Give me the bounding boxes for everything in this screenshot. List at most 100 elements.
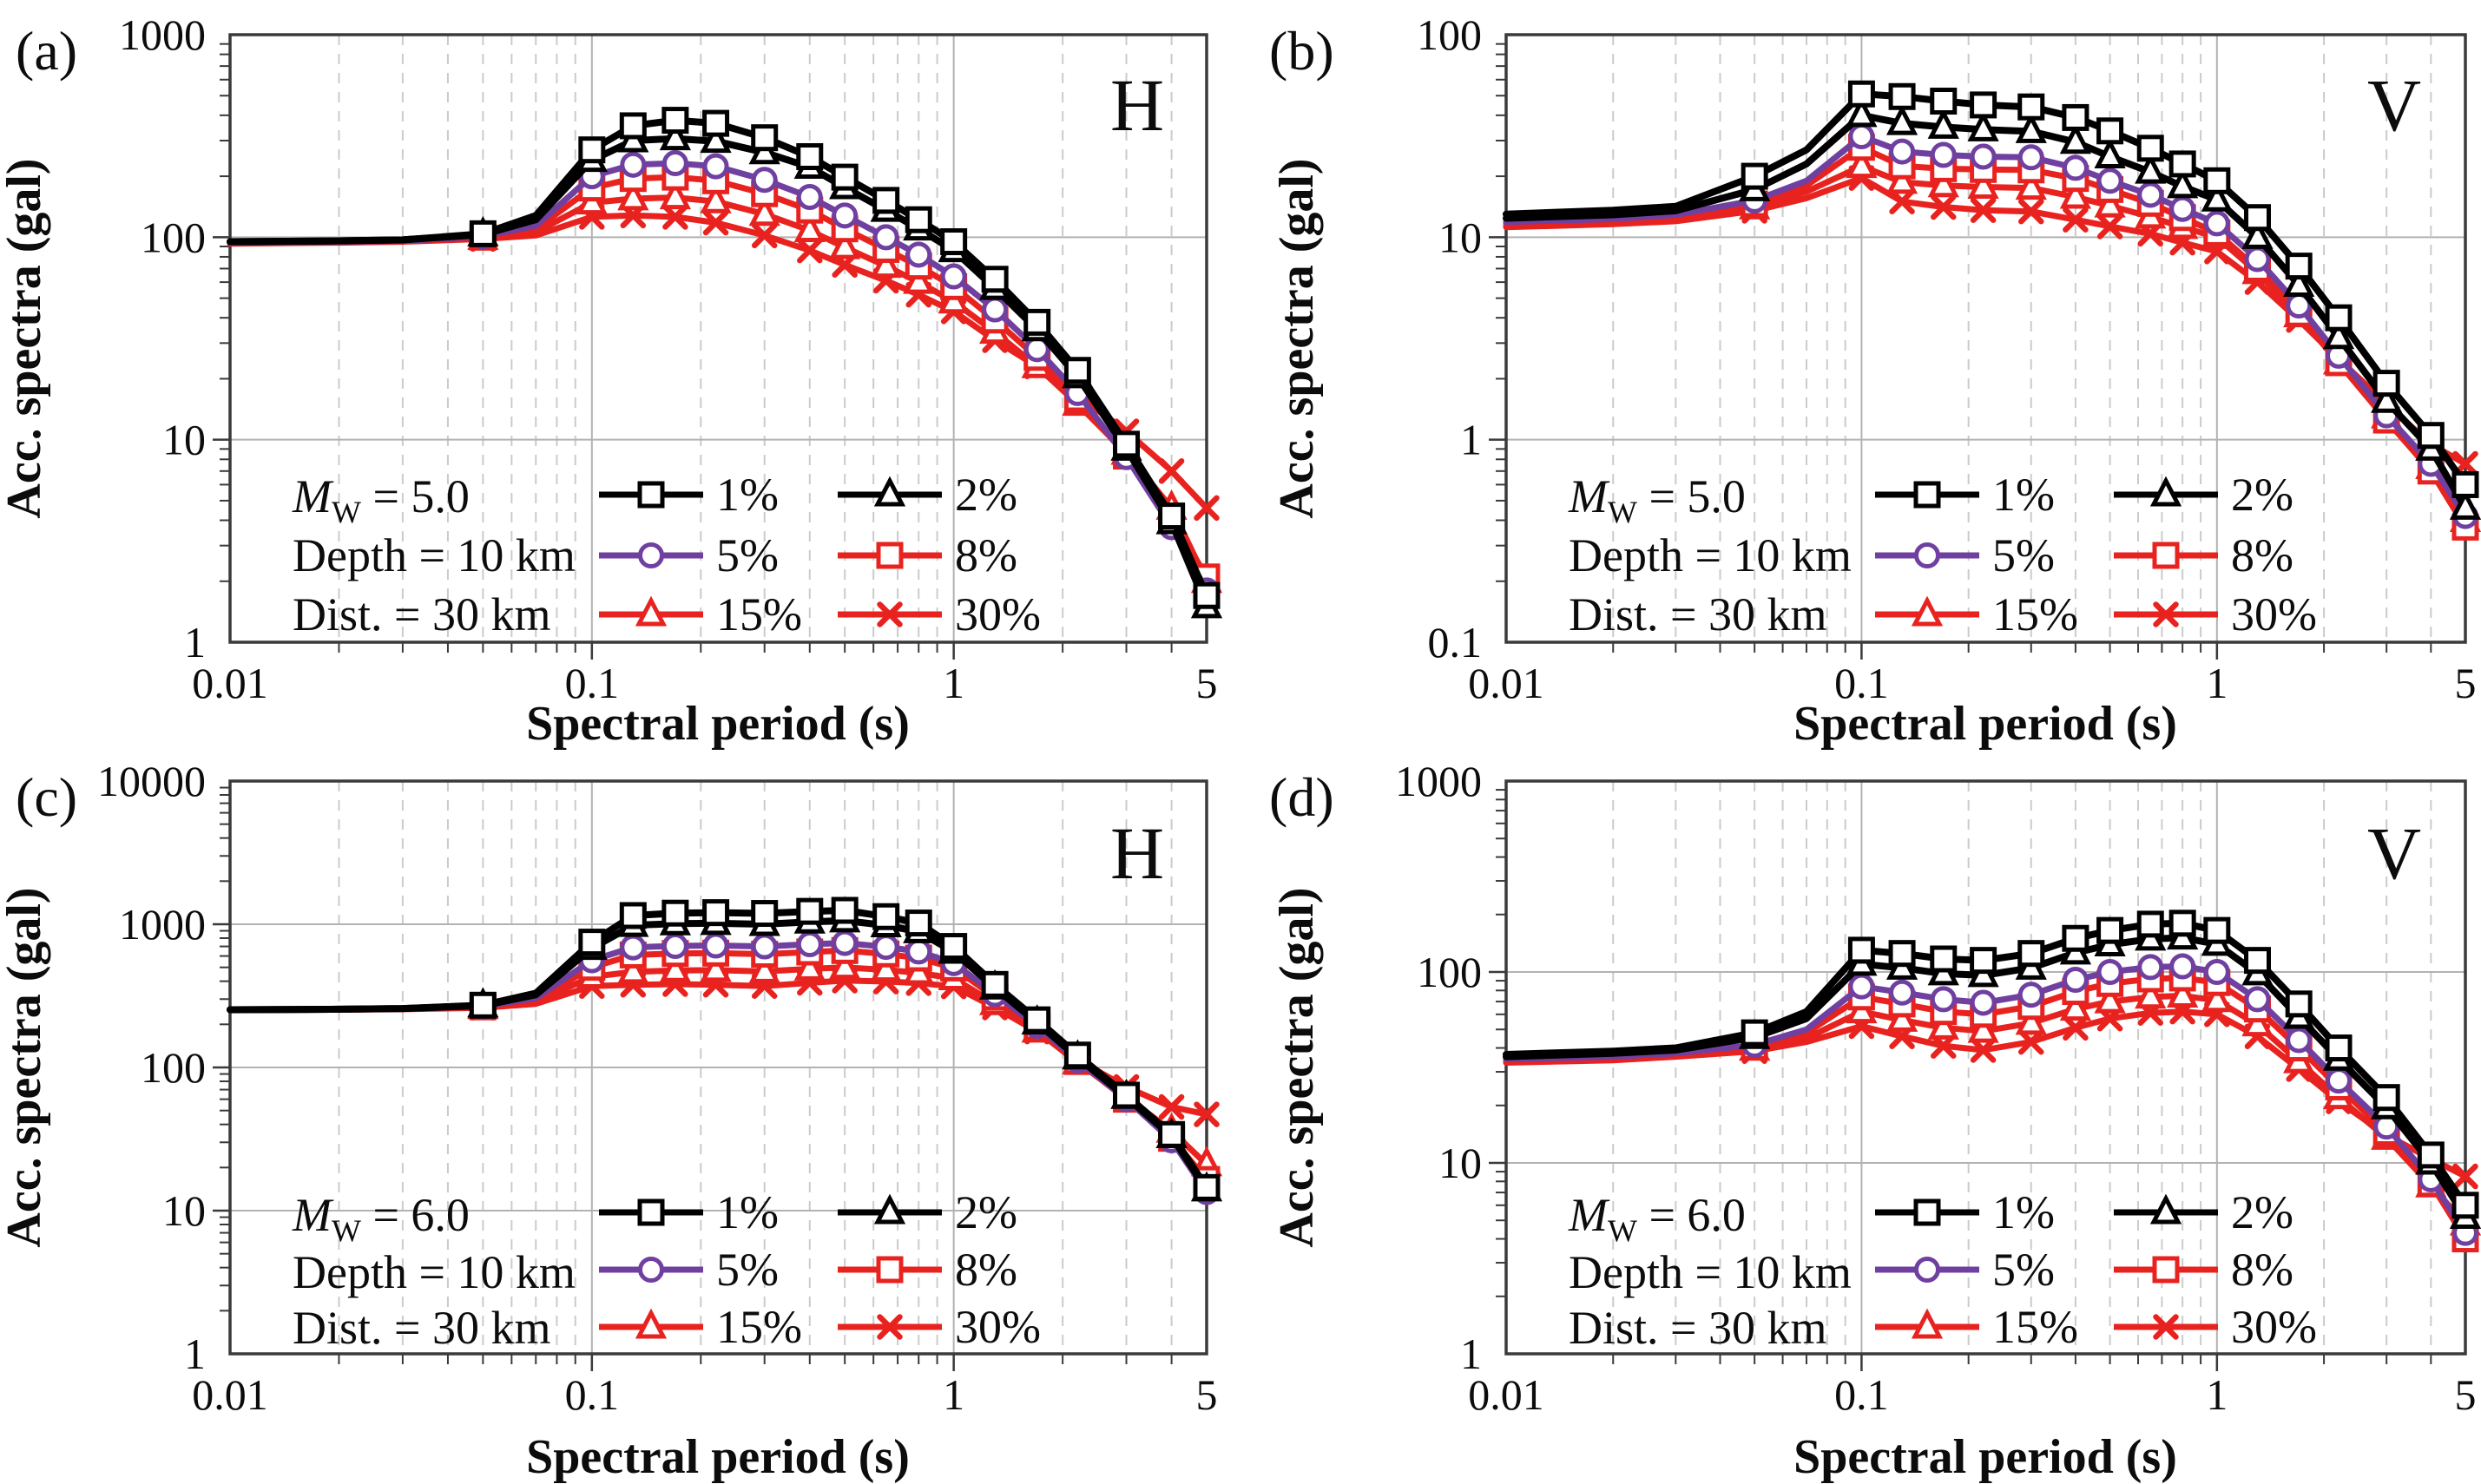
panel-b-legend-label-30pct: 30% <box>2231 588 2317 640</box>
svg-text:0.1: 0.1 <box>565 659 620 707</box>
svg-text:1: 1 <box>184 1330 206 1378</box>
panel-b-distance-label: Dist. = 30 km <box>1569 588 1826 640</box>
svg-text:0.1: 0.1 <box>565 1370 620 1419</box>
svg-text:0.01: 0.01 <box>192 1370 268 1419</box>
panel-d-direction-label: V <box>2367 811 2421 895</box>
panel-d-y-axis-title: Acc. spectra (gal) <box>1270 887 1324 1247</box>
svg-text:10: 10 <box>1438 1139 1482 1187</box>
panel-c-legend-label-30pct: 30% <box>955 1301 1041 1353</box>
panel-a-magnitude-label: MW = 5.0 <box>292 470 470 529</box>
panel-d-letter: (d) <box>1269 766 1334 828</box>
svg-text:100: 100 <box>141 1043 206 1092</box>
panel-b-magnitude-label: MW = 5.0 <box>1568 470 1746 529</box>
panel-c-border <box>228 779 1208 1356</box>
svg-text:10: 10 <box>1438 213 1482 261</box>
svg-text:1: 1 <box>2206 659 2228 707</box>
svg-text:1: 1 <box>943 1370 964 1419</box>
panel-c-legend-label-8pct: 8% <box>955 1244 1017 1296</box>
svg-text:0.01: 0.01 <box>1468 1370 1544 1419</box>
svg-text:1000: 1000 <box>1395 757 1482 805</box>
panel-c-legend-swatches <box>599 1193 942 1340</box>
panel-d-legend-label-2pct: 2% <box>2231 1186 2293 1238</box>
panel-a-x-tick-labels: 0.01 0.1 1 5 <box>192 659 1217 707</box>
panel-a-legend-label-8pct: 8% <box>955 529 1017 581</box>
panel-d-axis-ticks <box>1489 789 2432 1371</box>
panel-a-legend-swatches <box>599 476 942 627</box>
panel-a-depth-label: Depth = 10 km <box>293 529 576 581</box>
panel-a-y-tick-labels: 1000 100 10 1 <box>119 10 206 666</box>
panel-b-series-2% <box>1503 96 2481 520</box>
svg-text:10000: 10000 <box>97 757 206 805</box>
svg-text:1000: 1000 <box>119 10 206 59</box>
panel-b-legend-label-2pct: 2% <box>2231 469 2293 521</box>
panel-d-legend-label-8pct: 8% <box>2231 1244 2293 1296</box>
panel-d-y-tick-labels: 1000 100 10 1 <box>1395 757 1482 1378</box>
svg-text:1: 1 <box>2206 1370 2228 1419</box>
panel-d-border <box>1504 779 2467 1356</box>
panel-c-depth-label: Depth = 10 km <box>293 1246 576 1298</box>
panel-a-y-axis-title: Acc. spectra (gal) <box>0 158 51 518</box>
svg-text:100: 100 <box>1417 948 1482 996</box>
panel-c-plot: 0.01 0.1 1 5 10000 1000 100 10 1 <box>97 757 1223 1419</box>
svg-text:1: 1 <box>1460 1330 1482 1378</box>
panel-a-x-axis-title: Spectral period (s) <box>526 697 910 751</box>
svg-text:0.1: 0.1 <box>1834 659 1889 707</box>
panel-d-plot: 0.01 0.1 1 5 1000 100 10 1 <box>1395 757 2481 1419</box>
panel-a-distance-label: Dist. = 30 km <box>293 588 550 640</box>
panel-a-legend-label-15pct: 15% <box>716 588 802 640</box>
panel-c-gridlines <box>230 781 1207 1354</box>
panel-b-x-tick-labels: 0.01 0.1 1 5 <box>1468 659 2476 707</box>
panel-a-border <box>228 33 1208 644</box>
panel-a-gridlines <box>230 35 1207 642</box>
panel-d-series-1% <box>1503 909 2479 1219</box>
panel-a-legend-label-30pct: 30% <box>955 588 1041 640</box>
svg-text:1000: 1000 <box>119 900 206 949</box>
panel-b-axis-ticks <box>1489 43 2432 660</box>
panel-c-series-1% <box>227 896 1221 1201</box>
panel-d-legend-label-15pct: 15% <box>1992 1301 2078 1353</box>
panel-a-letter: (a) <box>16 20 77 82</box>
panel-d-depth-label: Depth = 10 km <box>1569 1246 1852 1298</box>
svg-text:0.01: 0.01 <box>192 659 268 707</box>
svg-text:0.01: 0.01 <box>1468 659 1544 707</box>
panel-b-x-axis-title: Spectral period (s) <box>1793 697 2177 751</box>
panel-a-axis-ticks <box>213 43 1173 660</box>
svg-text:10: 10 <box>162 1186 206 1235</box>
panel-d-x-axis-title: Spectral period (s) <box>1793 1430 2177 1484</box>
panel-b-y-tick-labels: 100 10 1 0.1 <box>1417 10 1482 666</box>
svg-text:5: 5 <box>2455 659 2477 707</box>
panel-d-legend-label-30pct: 30% <box>2231 1301 2317 1353</box>
svg-text:5: 5 <box>2455 1370 2477 1419</box>
panel-d-legend-label-1pct: 1% <box>1992 1186 2055 1238</box>
panel-a-legend-label-2pct: 2% <box>955 469 1017 521</box>
panel-c-x-axis-title: Spectral period (s) <box>526 1430 910 1484</box>
panel-c-axis-ticks <box>213 786 1173 1371</box>
svg-text:1: 1 <box>184 618 206 666</box>
panel-d-legend-swatches <box>1875 1193 2218 1340</box>
panel-d-x-tick-labels: 0.01 0.1 1 5 <box>1468 1370 2476 1419</box>
panel-b-legend-label-5pct: 5% <box>1992 529 2055 581</box>
panel-c-y-axis-title: Acc. spectra (gal) <box>0 887 51 1247</box>
panel-c-distance-label: Dist. = 30 km <box>293 1302 550 1354</box>
panel-b-legend-label-15pct: 15% <box>1992 588 2078 640</box>
panel-b-y-axis-title: Acc. spectra (gal) <box>1270 158 1324 518</box>
svg-text:10: 10 <box>162 416 206 464</box>
panel-c-legend-label-2pct: 2% <box>955 1186 1017 1238</box>
svg-text:0.1: 0.1 <box>1834 1370 1889 1419</box>
panel-c-direction-label: H <box>1110 811 1164 895</box>
svg-text:5: 5 <box>1196 1370 1218 1419</box>
svg-text:100: 100 <box>141 213 206 261</box>
panel-a-direction-label: H <box>1110 63 1164 147</box>
panel-b-legend-label-1pct: 1% <box>1992 469 2055 521</box>
panel-c-y-tick-labels: 10000 1000 100 10 1 <box>97 757 206 1378</box>
panel-b-legend-swatches <box>1875 476 2218 627</box>
panel-d-legend-label-5pct: 5% <box>1992 1244 2055 1296</box>
panel-c-letter: (c) <box>16 766 77 828</box>
panel-c-legend-label-5pct: 5% <box>716 1244 779 1296</box>
panel-a-series-1% <box>227 107 1221 609</box>
panel-b-legend-label-8pct: 8% <box>2231 529 2293 581</box>
panel-c-magnitude-label: MW = 6.0 <box>292 1189 470 1248</box>
